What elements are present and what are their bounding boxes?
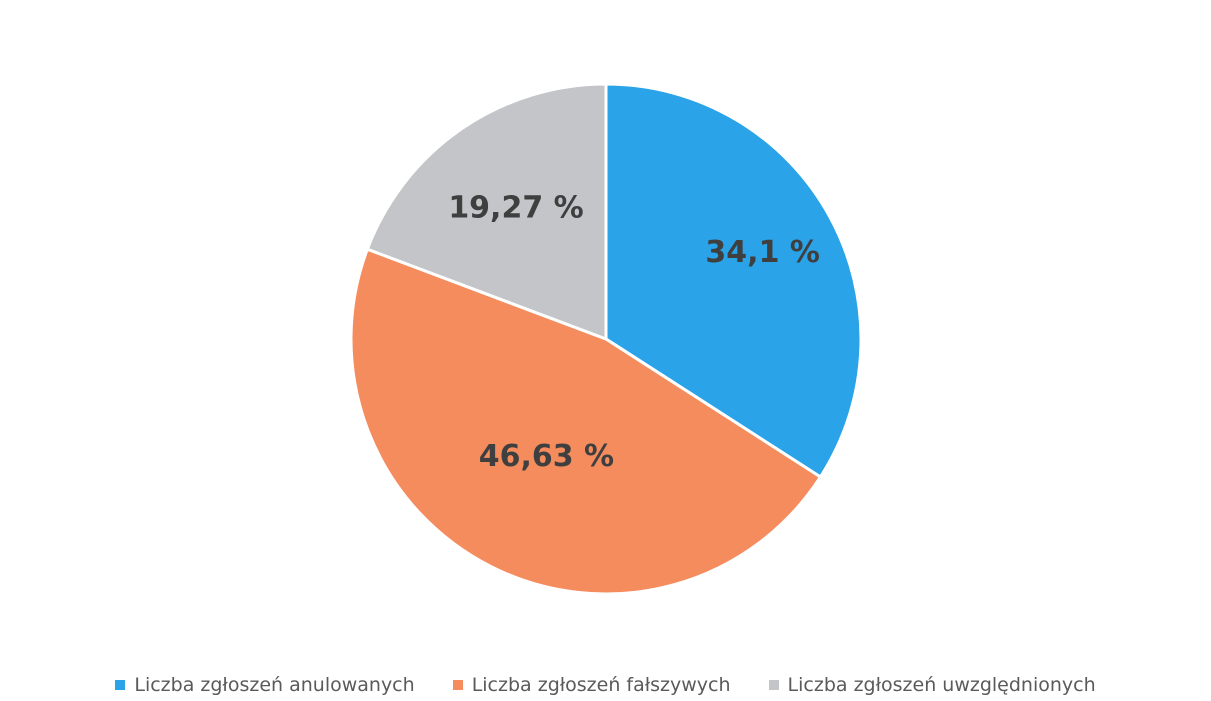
legend: Liczba zgłoszeń anulowanych Liczba zgłos… xyxy=(0,674,1211,696)
pie-slice-falszywe xyxy=(349,247,823,596)
legend-label-anulowane: Liczba zgłoszeń anulowanych xyxy=(134,674,415,696)
legend-item-anulowane: Liczba zgłoszeń anulowanych xyxy=(115,674,415,696)
data-label-falszywe: 46,63 % xyxy=(479,439,614,474)
legend-label-uwzglednione: Liczba zgłoszeń uwzględnionych xyxy=(787,674,1096,696)
data-label-anulowane: 34,1 % xyxy=(705,235,820,270)
legend-swatch-anulowane xyxy=(115,680,126,690)
pie-plot-area: 34,1 % 46,63 % 19,27 % xyxy=(349,82,863,596)
pie-slice-uwzglednione xyxy=(365,82,608,342)
pie-data-labels: 34,1 % 46,63 % 19,27 % xyxy=(448,190,820,473)
legend-swatch-falszywe xyxy=(452,680,463,690)
legend-item-falszywe: Liczba zgłoszeń fałszywych xyxy=(452,674,731,696)
legend-item-uwzglednione: Liczba zgłoszeń uwzględnionych xyxy=(768,674,1096,696)
legend-swatch-uwzglednione xyxy=(768,680,779,690)
legend-label-falszywe: Liczba zgłoszeń fałszywych xyxy=(471,674,731,696)
pie-slices xyxy=(349,82,863,596)
data-label-uwzglednione: 19,27 % xyxy=(448,190,583,225)
